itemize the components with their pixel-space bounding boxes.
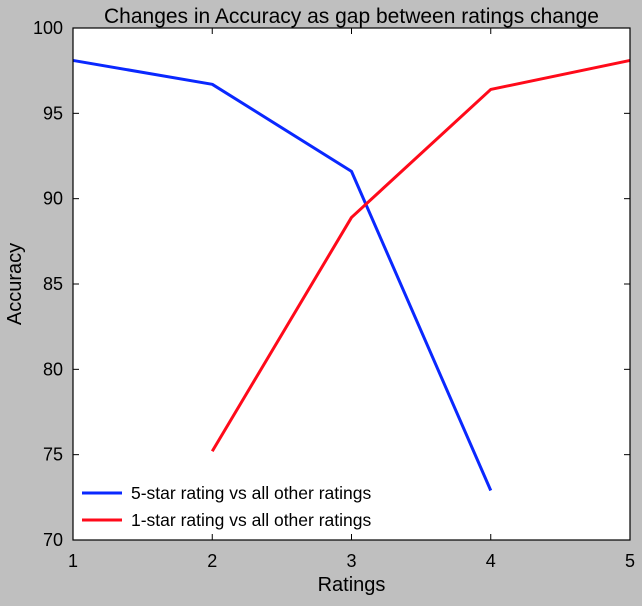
- chart-title: Changes in Accuracy as gap between ratin…: [104, 5, 599, 28]
- x-tick-label: 5: [625, 551, 635, 571]
- y-tick-label: 95: [43, 103, 63, 123]
- y-axis-label: Accuracy: [4, 243, 26, 325]
- legend-label-1-star: 1-star rating vs all other ratings: [131, 510, 371, 530]
- y-tick-label: 90: [43, 189, 63, 209]
- x-tick-label: 4: [486, 551, 496, 571]
- series-line-1-star: [210, 58, 631, 453]
- series-line-5-star: [72, 58, 493, 492]
- legend-label-5-star: 5-star rating vs all other ratings: [131, 483, 371, 503]
- y-tick-label: 75: [43, 445, 63, 465]
- plot-frame: [72, 27, 631, 541]
- y-tick-label: 80: [43, 359, 63, 379]
- plot-area: [73, 28, 630, 540]
- y-tick-label: 85: [43, 274, 63, 294]
- y-tick-label: 70: [43, 530, 63, 550]
- y-tick-label: 100: [33, 18, 63, 38]
- x-tick-label: 3: [346, 551, 356, 571]
- x-axis-label: Ratings: [318, 574, 386, 596]
- legend: 5-star rating vs all other ratings 1-sta…: [82, 483, 371, 530]
- x-tick-label: 2: [207, 551, 217, 571]
- x-tick-label: 1: [68, 551, 78, 571]
